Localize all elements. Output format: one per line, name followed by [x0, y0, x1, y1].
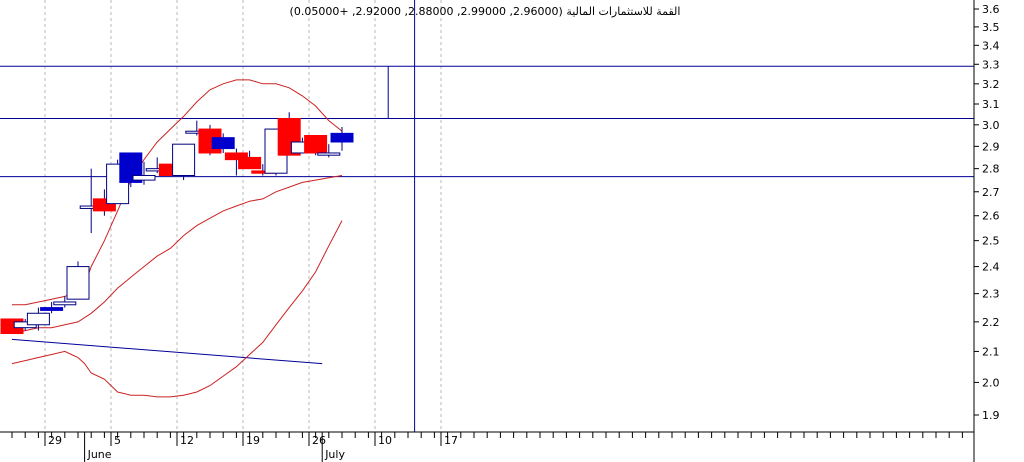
y-tick-label-16: 3.5 [982, 21, 1000, 34]
y-tick-label-6: 2.5 [982, 235, 1000, 248]
y-tick-label-13: 3.2 [982, 78, 1000, 91]
candle-body [317, 152, 341, 156]
y-tick-label-17: 3.6 [982, 3, 1000, 16]
candle-18 [238, 150, 262, 170]
candle-13 [172, 143, 196, 181]
trendline [11, 338, 323, 365]
candle-body [224, 152, 248, 161]
y-tick-label-3: 2.2 [982, 316, 1000, 329]
candle-body [172, 143, 196, 177]
bollinger-lower [11, 220, 343, 398]
candle-body [66, 266, 90, 300]
x-day-label-6: 17 [444, 434, 458, 447]
candle-17 [224, 148, 248, 176]
candle-body [40, 307, 64, 311]
x-day-label-5: 10 [378, 434, 392, 447]
candle-body [211, 137, 235, 150]
candle-10 [132, 161, 156, 185]
candles [0, 112, 354, 335]
candle-body [132, 175, 156, 181]
bollinger-middle [11, 175, 343, 334]
y-tick-label-15: 3.4 [982, 39, 1000, 52]
candle-5 [66, 261, 90, 300]
x-day-label-2: 12 [180, 434, 194, 447]
y-tick-label-9: 2.8 [982, 163, 1000, 176]
y-tick-label-14: 3.3 [982, 58, 1000, 71]
y-tick-label-7: 2.6 [982, 210, 1000, 223]
x-day-label-3: 19 [246, 434, 260, 447]
y-tick-label-5: 2.4 [982, 261, 1000, 274]
candle-23 [304, 135, 328, 156]
candle-body [53, 301, 77, 306]
y-tick-label-12: 3.1 [982, 98, 1000, 111]
chart-title: القمة للاستثمارات المالية (2.96000, 2.99… [290, 5, 681, 18]
y-tick-label-1: 2.0 [982, 376, 1000, 389]
x-day-label-4: 26 [312, 434, 326, 447]
y-tick-label-10: 2.9 [982, 140, 1000, 153]
y-tick-label-4: 2.3 [982, 288, 1000, 301]
x-axis-ticks: 29 5 12 19 26 10 17 June July [11, 432, 963, 462]
candle-16 [211, 133, 235, 153]
candle-25 [330, 126, 354, 151]
y-tick-label-11: 3.0 [982, 119, 1000, 132]
grid [44, 0, 442, 432]
overlay-lines [0, 0, 974, 432]
candle-2 [26, 307, 50, 331]
x-month-label-1: July [324, 448, 345, 461]
y-tick-label-0: 1.9 [982, 409, 1000, 422]
candle-body [304, 135, 328, 154]
candle-body [238, 156, 262, 170]
candle-body [26, 312, 50, 326]
x-month-label-0: June [87, 448, 112, 461]
x-day-label-1: 5 [114, 434, 121, 447]
candle-body [330, 132, 354, 143]
candle-9 [119, 152, 143, 188]
candle-4 [53, 296, 77, 308]
candle-3 [40, 301, 64, 314]
y-tick-label-8: 2.7 [982, 186, 1000, 199]
candle-24 [317, 144, 341, 158]
y-axis-ticks: 1.9 2.0 2.1 2.2 2.3 2.4 2.5 2.6 2.7 2.8 2.9 3.0 3.1 3… [974, 3, 1000, 422]
x-day-label-0: 29 [48, 434, 62, 447]
y-tick-label-2: 2.1 [982, 345, 1000, 358]
